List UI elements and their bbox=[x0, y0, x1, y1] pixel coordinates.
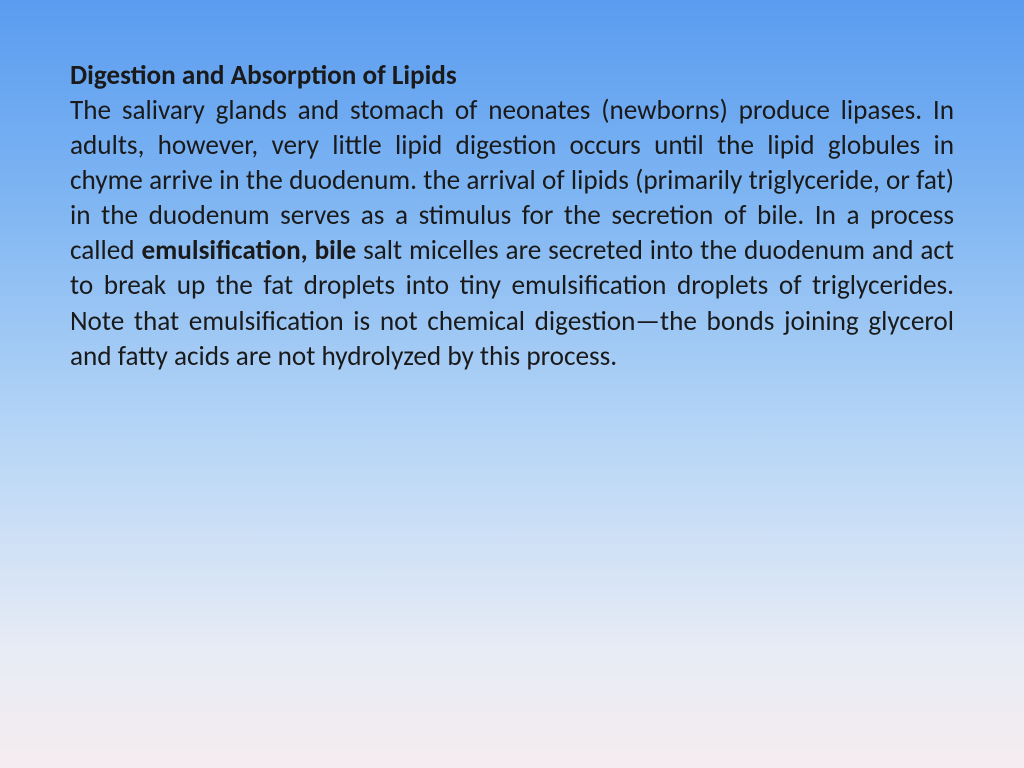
slide-content: Digestion and Absorption of Lipids The s… bbox=[70, 58, 954, 374]
slide-title: Digestion and Absorption of Lipids bbox=[70, 59, 457, 92]
body-bold-span: emulsification, bile bbox=[142, 234, 357, 267]
